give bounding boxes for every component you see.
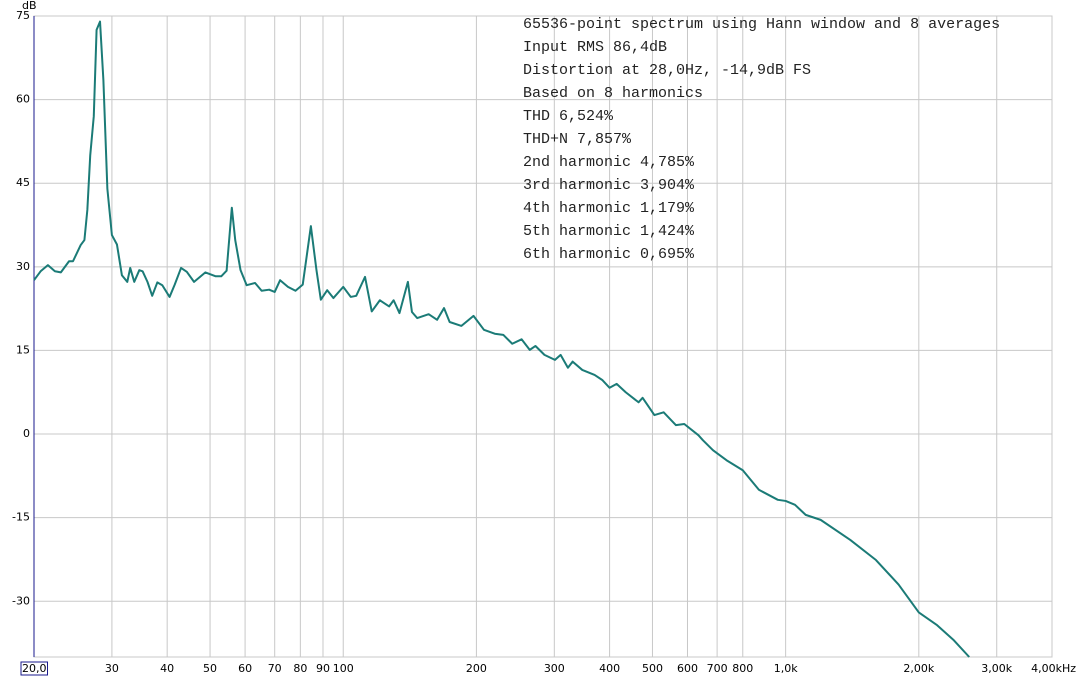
x-tick-label: 2,00k [903, 662, 934, 675]
x-tick-label: 3,00k [981, 662, 1012, 675]
x-tick-label: 50 [203, 662, 217, 675]
x-tick-label: 40 [160, 662, 174, 675]
x-tick-label: 300 [544, 662, 565, 675]
y-tick-label: 60 [16, 93, 30, 106]
y-tick-label: 30 [16, 260, 30, 273]
x-tick-label: 600 [677, 662, 698, 675]
y-tick-label: -15 [12, 511, 30, 524]
annotation: Based on 8 harmonics [523, 85, 703, 102]
annotation: Input RMS 86,4dB [523, 39, 667, 56]
y-axis-label: dB [22, 0, 37, 12]
x-tick-label: 700 [707, 662, 728, 675]
annotation: 3rd harmonic 3,904% [523, 177, 695, 194]
annotation: 2nd harmonic 4,785% [523, 154, 695, 171]
x-tick-label: 200 [466, 662, 487, 675]
annotation: 5th harmonic 1,424% [523, 223, 695, 240]
annotation: 65536-point spectrum using Hann window a… [523, 16, 1000, 33]
x-tick-label: 1,0k [774, 662, 798, 675]
x-tick-label: 20,0 [22, 662, 47, 675]
x-tick-label: 30 [105, 662, 119, 675]
x-tick-label: 400 [599, 662, 620, 675]
x-tick-label: 80 [293, 662, 307, 675]
x-tick-label: 100 [333, 662, 354, 675]
annotation: 4th harmonic 1,179% [523, 200, 695, 217]
annotation: THD+N 7,857% [523, 131, 632, 148]
x-tick-label: 500 [642, 662, 663, 675]
x-tick-label: 4,00kHz [1031, 662, 1076, 675]
x-tick-label: 90 [316, 662, 330, 675]
x-tick-label: 60 [238, 662, 252, 675]
x-tick-label: 800 [732, 662, 753, 675]
annotation: 6th harmonic 0,695% [523, 246, 695, 263]
y-tick-label: 45 [16, 176, 30, 189]
y-tick-label: 75 [16, 9, 30, 22]
y-tick-label: 15 [16, 343, 30, 356]
x-tick-label: 70 [268, 662, 282, 675]
y-tick-label: 0 [23, 427, 30, 440]
annotation: Distortion at 28,0Hz, -14,9dB FS [523, 62, 811, 79]
x-start-box [20, 661, 48, 676]
annotation: THD 6,524% [523, 108, 614, 125]
y-tick-label: -30 [12, 594, 30, 607]
spectrum-line [33, 20, 970, 658]
